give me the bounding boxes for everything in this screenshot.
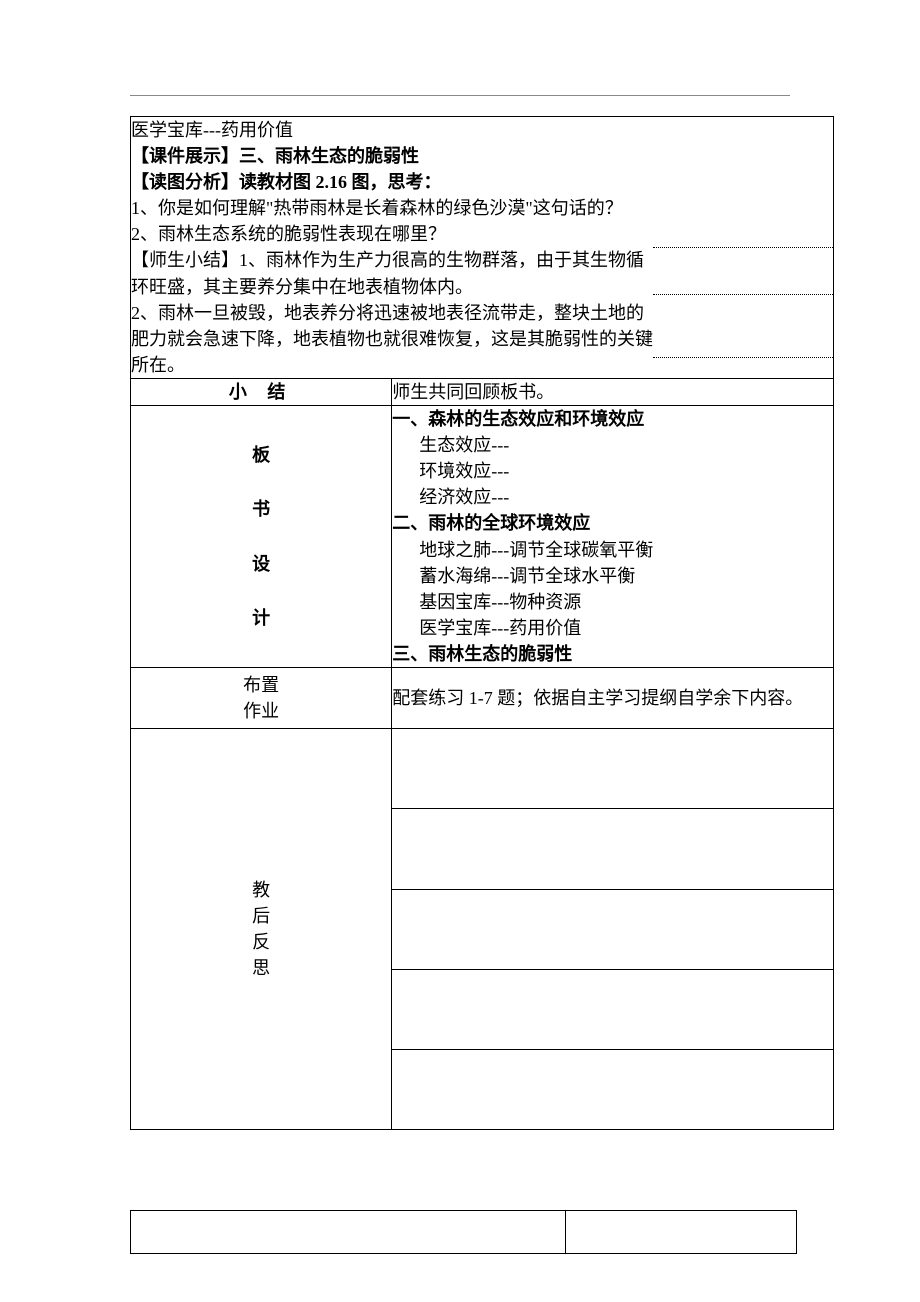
bansu-content: 一、森林的生态效应和环境效应 生态效应--- 环境效应--- 经济效应--- 二… — [392, 406, 834, 668]
reflection-cell-3 — [392, 889, 834, 969]
reflection-row-1: 教 后 反 思 — [131, 729, 834, 809]
summary-text: 师生共同回顾板书。 — [392, 378, 834, 405]
bansu-l5: 二、雨林的全球环境效应 — [392, 510, 833, 536]
footer-row — [131, 1211, 797, 1254]
content-line-7: 2、雨林一旦被毁，地表养分将迅速被地表径流带走，整块土地的肥力就会急速下降，地表… — [131, 300, 653, 378]
reflection-cell-1 — [392, 729, 834, 809]
bansu-l8: 基因宝库---物种资源 — [392, 589, 833, 615]
homework-label-1: 布置 — [131, 672, 391, 698]
bansu-l2: 生态效应--- — [392, 432, 833, 458]
footer-left — [131, 1211, 566, 1254]
bansu-label-cell: 板 书 设 计 — [131, 406, 392, 668]
dotted-region-2 — [653, 295, 833, 358]
bansu-row: 板 书 设 计 一、森林的生态效应和环境效应 生态效应--- 环境效应--- 经… — [131, 406, 834, 668]
content-line-3: 【读图分析】读教材图 2.16 图，思考： — [131, 169, 653, 195]
bansu-label: 板 书 设 计 — [131, 422, 391, 652]
footer-right — [566, 1211, 797, 1254]
homework-row: 布置 作业 配套练习 1-7 题；依据自主学习提纲自学余下内容。 — [131, 667, 834, 728]
homework-text: 配套练习 1-7 题；依据自主学习提纲自学余下内容。 — [392, 667, 834, 728]
reflection-cell-4 — [392, 969, 834, 1049]
content-line-6: 【师生小结】1、雨林作为生产力很高的生物群落，由于其生物循环旺盛，其主要养分集中… — [131, 247, 653, 299]
reflection-label-cell: 教 后 反 思 — [131, 729, 392, 1130]
summary-row: 小 结 师生共同回顾板书。 — [131, 378, 834, 405]
content-line-2: 【课件展示】三、雨林生态的脆弱性 — [131, 143, 653, 169]
bansu-l3: 环境效应--- — [392, 458, 833, 484]
dotted-region-1 — [653, 247, 833, 295]
content-row: 医学宝库---药用价值 【课件展示】三、雨林生态的脆弱性 【读图分析】读教材图 … — [131, 117, 834, 379]
content-line-1: 医学宝库---药用价值 — [131, 117, 653, 143]
homework-label-cell: 布置 作业 — [131, 667, 392, 728]
content-line-4: 1、你是如何理解"热带雨林是长着森林的绿色沙漠"这句话的？ — [131, 195, 653, 221]
footer-table — [130, 1210, 797, 1254]
content-cell: 医学宝库---药用价值 【课件展示】三、雨林生态的脆弱性 【读图分析】读教材图 … — [131, 117, 654, 379]
bansu-l10: 三、雨林生态的脆弱性 — [392, 641, 833, 667]
top-rule — [130, 95, 790, 96]
bansu-l1: 一、森林的生态效应和环境效应 — [392, 406, 833, 432]
bansu-l6: 地球之肺---调节全球碳氧平衡 — [392, 537, 833, 563]
content-line-5: 2、雨林生态系统的脆弱性表现在哪里？ — [131, 221, 653, 247]
summary-label: 小 结 — [131, 378, 392, 405]
reflection-cell-5 — [392, 1049, 834, 1129]
lesson-plan-table: 医学宝库---药用价值 【课件展示】三、雨林生态的脆弱性 【读图分析】读教材图 … — [130, 116, 834, 1130]
bansu-l4: 经济效应--- — [392, 484, 833, 510]
bansu-l9: 医学宝库---药用价值 — [392, 615, 833, 641]
content-right-cell — [653, 117, 834, 379]
bansu-l7: 蓄水海绵---调节全球水平衡 — [392, 563, 833, 589]
document-page: 医学宝库---药用价值 【课件展示】三、雨林生态的脆弱性 【读图分析】读教材图 … — [0, 0, 920, 1254]
homework-label-2: 作业 — [131, 698, 391, 724]
reflection-label: 教 后 反 思 — [131, 729, 391, 1129]
reflection-cell-2 — [392, 809, 834, 889]
